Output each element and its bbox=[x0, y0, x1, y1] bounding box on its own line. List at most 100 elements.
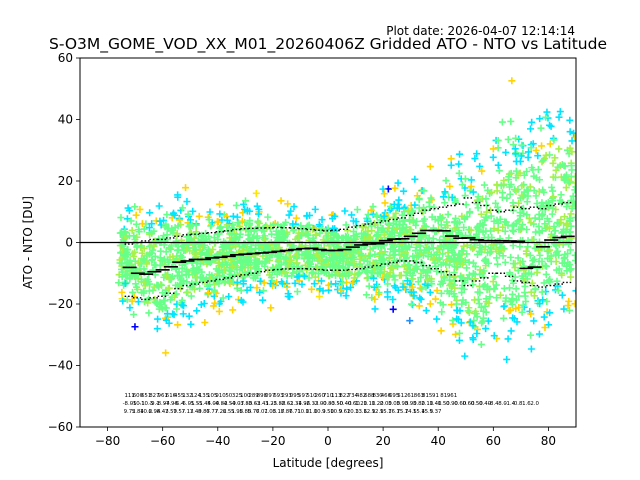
mean-markers bbox=[122, 197, 575, 301]
scatter-point bbox=[566, 246, 574, 254]
scatter-point bbox=[386, 202, 394, 210]
bin-stat-stds: 13.6 bbox=[355, 409, 368, 415]
bin-stat-means: 0.40 bbox=[479, 401, 492, 407]
scatter-point bbox=[342, 221, 350, 229]
scatter-point bbox=[350, 228, 358, 236]
scatter-point bbox=[507, 117, 515, 125]
scatter-point bbox=[536, 115, 544, 123]
scatter-point bbox=[347, 247, 355, 255]
scatter-point bbox=[474, 295, 482, 303]
bin-stat-stds: 10.9 bbox=[314, 409, 327, 415]
scatter-point bbox=[478, 167, 486, 175]
bin-stat-means: 0.90 bbox=[446, 401, 459, 407]
scatter-point bbox=[432, 295, 440, 303]
scatter-point bbox=[554, 247, 562, 255]
scatter-point bbox=[540, 313, 548, 321]
scatter-point bbox=[267, 304, 275, 312]
scatter-point bbox=[364, 227, 372, 235]
bin-stat-means: -2.33 bbox=[304, 401, 318, 407]
scatter-point bbox=[303, 230, 311, 238]
scatter-point bbox=[134, 298, 142, 306]
bin-stat-counts: 830 bbox=[372, 393, 383, 399]
scatter-point bbox=[332, 254, 340, 262]
scatter-point bbox=[241, 258, 249, 266]
scatter-point bbox=[271, 240, 279, 248]
scatter-point bbox=[192, 221, 200, 229]
scatter-point bbox=[546, 246, 554, 254]
scatter-point bbox=[175, 272, 183, 280]
x-tick-label: −40 bbox=[205, 434, 230, 448]
scatter-point bbox=[441, 237, 449, 245]
scatter-point bbox=[548, 183, 556, 191]
scatter-point bbox=[451, 225, 459, 233]
scatter-point bbox=[159, 305, 167, 313]
scatter-point bbox=[370, 274, 378, 282]
bin-stat-stds: 15.5 bbox=[421, 409, 433, 415]
scatter-point bbox=[149, 246, 157, 254]
scatter-point bbox=[183, 198, 191, 206]
scatter-point bbox=[461, 352, 469, 360]
scatter-point bbox=[512, 285, 520, 293]
scatter-point bbox=[527, 331, 535, 339]
scatter-point bbox=[260, 279, 268, 287]
scatter-point bbox=[154, 315, 162, 323]
scatter-point bbox=[455, 160, 463, 168]
scatter-point bbox=[195, 212, 203, 220]
scatter-point bbox=[549, 173, 557, 181]
scatter-point bbox=[564, 302, 572, 310]
scatter-point bbox=[555, 145, 563, 153]
scatter-point bbox=[390, 272, 398, 280]
scatter-point bbox=[229, 306, 237, 314]
scatter-point bbox=[493, 294, 501, 302]
scatter-point bbox=[444, 210, 452, 218]
scatter-point bbox=[305, 274, 313, 282]
scatter-point bbox=[409, 208, 417, 216]
scatter-point bbox=[438, 308, 446, 316]
scatter-point bbox=[462, 298, 470, 306]
scatter-point bbox=[184, 244, 192, 252]
scatter-point bbox=[503, 194, 511, 202]
bin-stat-means: 2.00 bbox=[380, 401, 393, 407]
bin-stat-means: -4.50 bbox=[222, 401, 237, 407]
scatter-point bbox=[313, 264, 321, 272]
scatter-point bbox=[236, 222, 244, 230]
scatter-point bbox=[483, 208, 491, 216]
scatter-point bbox=[371, 221, 379, 229]
scatter-point bbox=[198, 248, 206, 256]
scatter-point bbox=[415, 195, 423, 203]
scatter-point bbox=[410, 292, 418, 300]
scatter-point bbox=[524, 243, 532, 251]
scatter-point bbox=[310, 254, 318, 262]
scatter-point bbox=[150, 227, 158, 235]
scatter-point bbox=[341, 207, 349, 215]
scatter-point bbox=[239, 247, 247, 255]
scatter-point bbox=[390, 257, 398, 265]
scatter-point bbox=[258, 260, 266, 268]
scatter-point bbox=[165, 284, 173, 292]
scatter-point bbox=[241, 272, 249, 280]
scatter-point bbox=[367, 206, 375, 214]
scatter-point bbox=[301, 261, 309, 269]
scatter-point bbox=[353, 271, 361, 279]
scatter-point bbox=[366, 233, 374, 241]
scatter-point bbox=[219, 294, 227, 302]
scatter-point bbox=[161, 262, 169, 270]
scatter-point bbox=[449, 249, 457, 257]
scatter-point bbox=[535, 330, 543, 338]
scatter-point bbox=[379, 185, 387, 193]
bin-stat-counts: 710 bbox=[323, 393, 334, 399]
scatter-point bbox=[299, 271, 307, 279]
scatter-point bbox=[415, 204, 423, 212]
scatter-point bbox=[502, 294, 510, 302]
scatter-point bbox=[163, 211, 171, 219]
scatter-point bbox=[486, 249, 494, 257]
scatter-point bbox=[125, 232, 133, 240]
scatter-point bbox=[428, 213, 436, 221]
scatter-point bbox=[477, 244, 485, 252]
scatter-point bbox=[285, 211, 293, 219]
scatter-point bbox=[369, 203, 377, 211]
scatter-point bbox=[322, 267, 330, 275]
scatter-point bbox=[451, 292, 459, 300]
bin-stat-counts: 822 bbox=[339, 393, 349, 399]
scatter-point bbox=[420, 187, 428, 195]
